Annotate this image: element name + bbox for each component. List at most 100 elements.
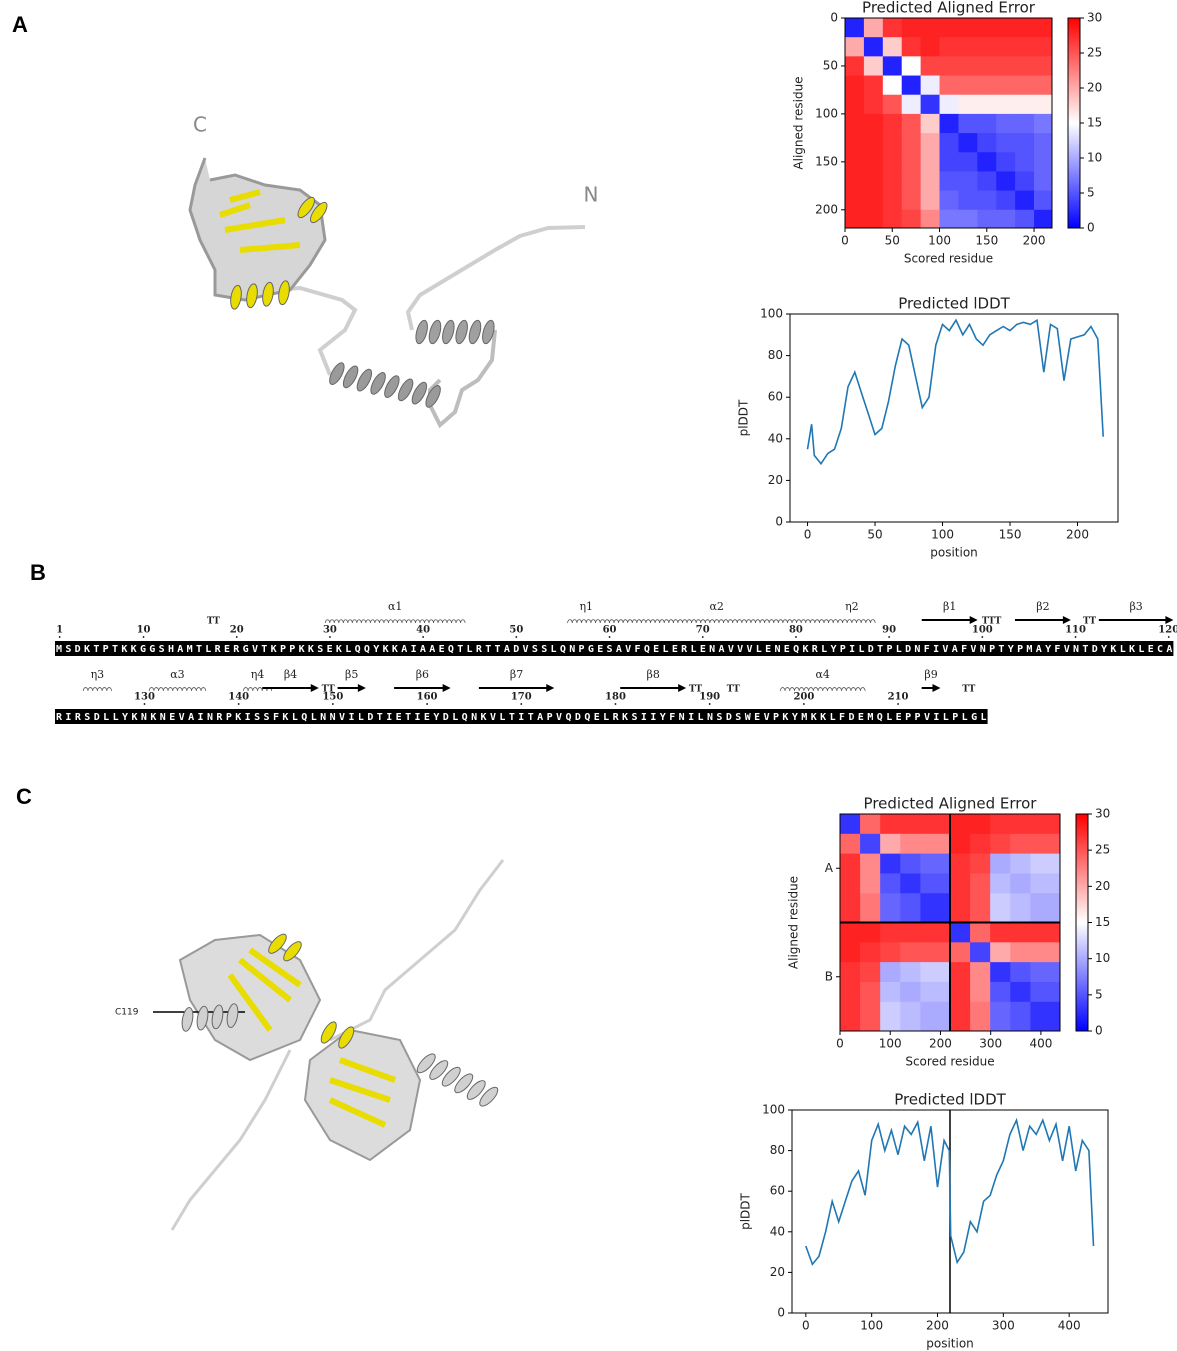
helix-turn — [466, 1080, 486, 1100]
turn-label: TT — [689, 685, 702, 695]
y-axis-label: Aligned residue — [792, 76, 806, 169]
heatmap-cell — [900, 873, 921, 894]
colorbar-tick-label: 20 — [1095, 879, 1110, 893]
colorbar-tick-label: 20 — [1087, 81, 1102, 95]
residue-tick — [897, 703, 899, 705]
heatmap-cell — [977, 18, 997, 38]
strand-arrow — [921, 616, 978, 624]
heatmap-cell — [950, 873, 971, 894]
residue-tick — [515, 636, 518, 638]
heatmap-cell — [901, 18, 922, 38]
heatmap-cell — [1015, 75, 1035, 96]
turn-label: TT — [207, 617, 220, 627]
colorbar-tick-label: 0 — [1087, 221, 1095, 235]
helix-turn — [278, 280, 290, 306]
heatmap-cell — [840, 893, 861, 923]
heatmap-cell — [990, 981, 1011, 1003]
310-helix — [82, 687, 112, 692]
x-tick-label: 200 — [1066, 528, 1089, 542]
helix-turn — [411, 381, 428, 405]
helix-turn — [468, 319, 482, 345]
alpha-helix — [148, 687, 207, 692]
turn-label: TT — [322, 685, 335, 695]
residue-tick — [237, 703, 240, 705]
heatmap-cell — [845, 37, 865, 57]
heatmap-cell — [990, 962, 1011, 983]
heatmap-cell — [1030, 981, 1061, 1003]
residue-number: 20 — [230, 625, 244, 636]
y-tick-label: 150 — [815, 154, 838, 168]
residue-number: 150 — [322, 692, 343, 703]
heatmap-cell — [1010, 942, 1031, 963]
heatmap-cell — [958, 37, 978, 57]
heatmap-cell — [958, 152, 978, 172]
heatmap-cell — [920, 75, 940, 96]
heatmap-cell — [1015, 152, 1035, 172]
heatmap-cell — [920, 94, 940, 115]
structure-c — [153, 859, 505, 1231]
residue-number: 120 — [1158, 625, 1177, 636]
heatmap-cell — [1010, 922, 1031, 943]
x-tick-label: 100 — [931, 528, 954, 542]
plot-frame — [839, 813, 1061, 1032]
heatmap-cell — [1030, 922, 1061, 943]
heatmap-cell — [1015, 56, 1035, 76]
chart-title: Predicted Aligned Error — [862, 0, 1036, 17]
helix-turn — [442, 319, 455, 345]
heatmap-cell — [920, 171, 940, 192]
residue-tick — [235, 636, 238, 638]
x-tick-label: 300 — [992, 1319, 1015, 1333]
heatmap-cell — [1034, 75, 1053, 96]
colorbar-tick-label: 10 — [1087, 151, 1102, 165]
heatmap-cell — [1030, 1001, 1061, 1032]
residue-number: 200 — [793, 692, 814, 703]
heatmap-cell — [1030, 962, 1061, 983]
heatmap-cell — [920, 893, 951, 923]
heatmap-cell — [977, 94, 997, 115]
heatmap-cell — [880, 942, 901, 963]
heatmap-cell — [990, 853, 1011, 874]
residue-tick — [1074, 636, 1077, 638]
heatmap-cell — [1015, 190, 1035, 211]
colorbar-tick-label: 10 — [1095, 951, 1110, 965]
x-tick-label: 50 — [867, 528, 882, 542]
residue-number: 1 — [56, 625, 63, 636]
residue-tick — [802, 703, 805, 705]
heatmap-cell — [1030, 853, 1061, 874]
residue-tick — [795, 636, 797, 638]
helix-turn — [268, 933, 287, 954]
heatmap-cell — [860, 853, 881, 874]
residue-number: 50 — [509, 625, 523, 636]
residue-number: 180 — [605, 692, 626, 703]
heatmap-cell — [1034, 133, 1053, 153]
y-tick-label: 80 — [770, 1143, 785, 1157]
residue-number: 210 — [888, 692, 909, 703]
strand-arrow — [337, 684, 366, 692]
heatmap-cell — [970, 873, 991, 894]
residue-tick — [331, 703, 334, 705]
x-axis-label: position — [926, 1337, 974, 1351]
strand-arrow — [1098, 616, 1174, 624]
heatmap-cell — [920, 962, 951, 983]
panel-label: B — [30, 560, 46, 585]
residue-tick — [520, 703, 523, 705]
heatmap-cell — [863, 37, 884, 57]
y-tick-label: 60 — [770, 1184, 785, 1198]
heatmap-cell — [996, 113, 1016, 134]
heatmap-cell — [939, 190, 959, 211]
heatmap-cell — [880, 833, 901, 855]
y-tick-label: 0 — [777, 1306, 785, 1320]
heatmap-cell — [845, 75, 865, 96]
heatmap-cell — [990, 833, 1011, 855]
helix-turn — [297, 196, 315, 219]
terminus-label: C — [193, 113, 207, 137]
heatmap-cell — [863, 94, 884, 115]
heatmap-cell — [1010, 853, 1031, 874]
element-label: β8 — [646, 668, 659, 681]
heatmap-cell — [996, 171, 1016, 192]
domain — [188, 157, 327, 302]
colorbar — [1067, 17, 1081, 229]
x-tick-label: 150 — [975, 234, 998, 248]
y-tick-label: A — [825, 861, 834, 875]
heatmap-cell — [1010, 893, 1031, 923]
